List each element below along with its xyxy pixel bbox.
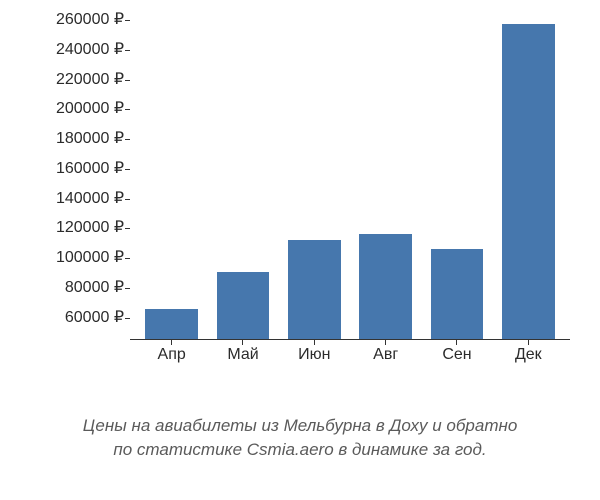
x-tick-mark — [421, 340, 492, 345]
y-tick-label: 80000 ₽ — [34, 280, 124, 296]
caption-line-1: Цены на авиабилеты из Мельбурна в Доху и… — [0, 414, 600, 438]
x-tick-mark — [207, 340, 278, 345]
plot-area — [130, 20, 570, 340]
y-tick-label: 140000 ₽ — [34, 191, 124, 207]
y-tick-mark — [125, 169, 130, 170]
bar — [217, 272, 270, 339]
x-tick-label: Сен — [421, 346, 492, 364]
bar-slot — [350, 20, 421, 339]
x-tick-label: Май — [207, 346, 278, 364]
bar — [288, 240, 341, 339]
x-tick-marks — [130, 340, 570, 345]
bars-container — [130, 20, 570, 339]
y-tick-label: 160000 ₽ — [34, 161, 124, 177]
y-tick-label: 180000 ₽ — [34, 131, 124, 147]
bar — [359, 234, 412, 339]
y-tick-mark — [125, 199, 130, 200]
bar — [145, 309, 198, 339]
caption-line-2: по статистике Csmia.aero в динамике за г… — [0, 438, 600, 462]
bar-slot — [207, 20, 278, 339]
y-tick-label: 120000 ₽ — [34, 220, 124, 236]
y-tick-mark — [125, 318, 130, 319]
x-tick-mark — [136, 340, 207, 345]
y-tick-mark — [125, 228, 130, 229]
x-axis-labels: АпрМайИюнАвгСенДек — [130, 346, 570, 364]
bar — [431, 249, 484, 340]
y-tick-label: 260000 ₽ — [34, 12, 124, 28]
y-tick-mark — [125, 50, 130, 51]
bar — [502, 24, 555, 339]
bar-slot — [279, 20, 350, 339]
y-tick-label: 60000 ₽ — [34, 310, 124, 326]
y-tick-mark — [125, 288, 130, 289]
y-tick-label: 200000 ₽ — [34, 101, 124, 117]
y-tick-mark — [125, 80, 130, 81]
y-tick-label: 100000 ₽ — [34, 250, 124, 266]
bar-slot — [421, 20, 492, 339]
x-tick-mark — [279, 340, 350, 345]
y-tick-mark — [125, 20, 130, 21]
x-tick-label: Июн — [279, 346, 350, 364]
bar-slot — [493, 20, 564, 339]
x-tick-mark — [493, 340, 564, 345]
chart-caption: Цены на авиабилеты из Мельбурна в Доху и… — [0, 414, 600, 462]
x-tick-label: Авг — [350, 346, 421, 364]
x-tick-label: Апр — [136, 346, 207, 364]
bar-slot — [136, 20, 207, 339]
y-tick-label: 220000 ₽ — [34, 72, 124, 88]
x-tick-mark — [350, 340, 421, 345]
y-tick-label: 240000 ₽ — [34, 42, 124, 58]
price-chart: АпрМайИюнАвгСенДек 60000 ₽ 80000 ₽ 100000 … — [30, 20, 570, 380]
x-tick-label: Дек — [493, 346, 564, 364]
y-tick-mark — [125, 139, 130, 140]
y-tick-mark — [125, 109, 130, 110]
y-tick-mark — [125, 258, 130, 259]
